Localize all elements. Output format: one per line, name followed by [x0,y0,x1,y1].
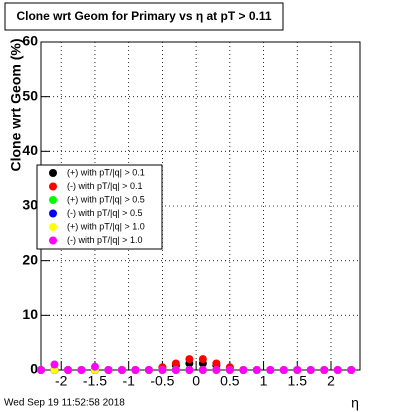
legend-marker [49,236,57,245]
point [266,366,275,374]
point [131,366,140,374]
legend-label: (-) with pT/|q| > 1.0 [67,235,142,245]
point [306,366,315,374]
point [252,366,261,374]
x-tick-label: -1.5 [83,373,107,389]
legend-label: (+) with pT/|q| > 1.0 [67,221,145,231]
y-axis-label: Clone wrt Geom (%) [8,38,24,171]
legend-box [36,164,163,250]
x-tick-label: 1 [260,373,268,389]
x-tick-label: -1 [122,373,135,389]
date-stamp: Wed Sep 19 11:52:58 2018 [4,398,125,409]
point [198,355,207,364]
point [90,362,99,371]
legend-label: (-) with pT/|q| > 0.5 [67,208,142,218]
point [104,366,113,374]
point [117,366,126,374]
point [333,366,342,374]
point [171,366,180,374]
y-tick-label: 60 [22,33,38,49]
point [63,366,72,374]
point [144,366,153,374]
point [279,366,288,374]
x-tick-label: 1.5 [288,373,308,389]
legend-marker [49,169,57,177]
point [212,366,221,374]
point [320,366,329,374]
legend-label: (+) with pT/|q| > 0.5 [67,194,145,204]
point [198,366,207,374]
point [77,366,86,374]
y-tick-label: 0 [30,361,38,377]
legend-label: (+) with pT/|q| > 0.1 [67,167,145,177]
point [171,359,180,368]
y-tick-label: 30 [22,197,38,213]
point [185,366,194,374]
point [50,366,59,374]
point [225,366,234,374]
x-axis-label: η [351,395,359,411]
point [158,366,167,374]
chart-title: Clone wrt Geom for Primary vs η at pT > … [16,9,271,23]
x-tick-label: -2 [55,373,68,389]
title-box [4,2,284,31]
legend-marker [49,209,57,218]
y-tick-label: 50 [22,87,38,103]
legend-marker [49,223,57,231]
y-tick-label: 40 [22,142,38,158]
point [239,366,248,374]
legend-marker [49,196,57,204]
y-tick-label: 10 [22,306,38,322]
point [293,366,302,374]
x-tick-label: -0.5 [150,373,174,389]
x-tick-label: 0.5 [220,373,240,389]
point [347,366,356,374]
point [37,366,45,374]
legend-marker [49,182,57,191]
point [185,355,194,364]
legend-label: (-) with pT/|q| > 0.1 [67,181,142,191]
x-tick-label: 0 [192,373,200,389]
y-tick-label: 20 [22,251,38,267]
point [50,360,59,369]
point [212,359,221,368]
x-tick-label: 2 [327,373,335,389]
